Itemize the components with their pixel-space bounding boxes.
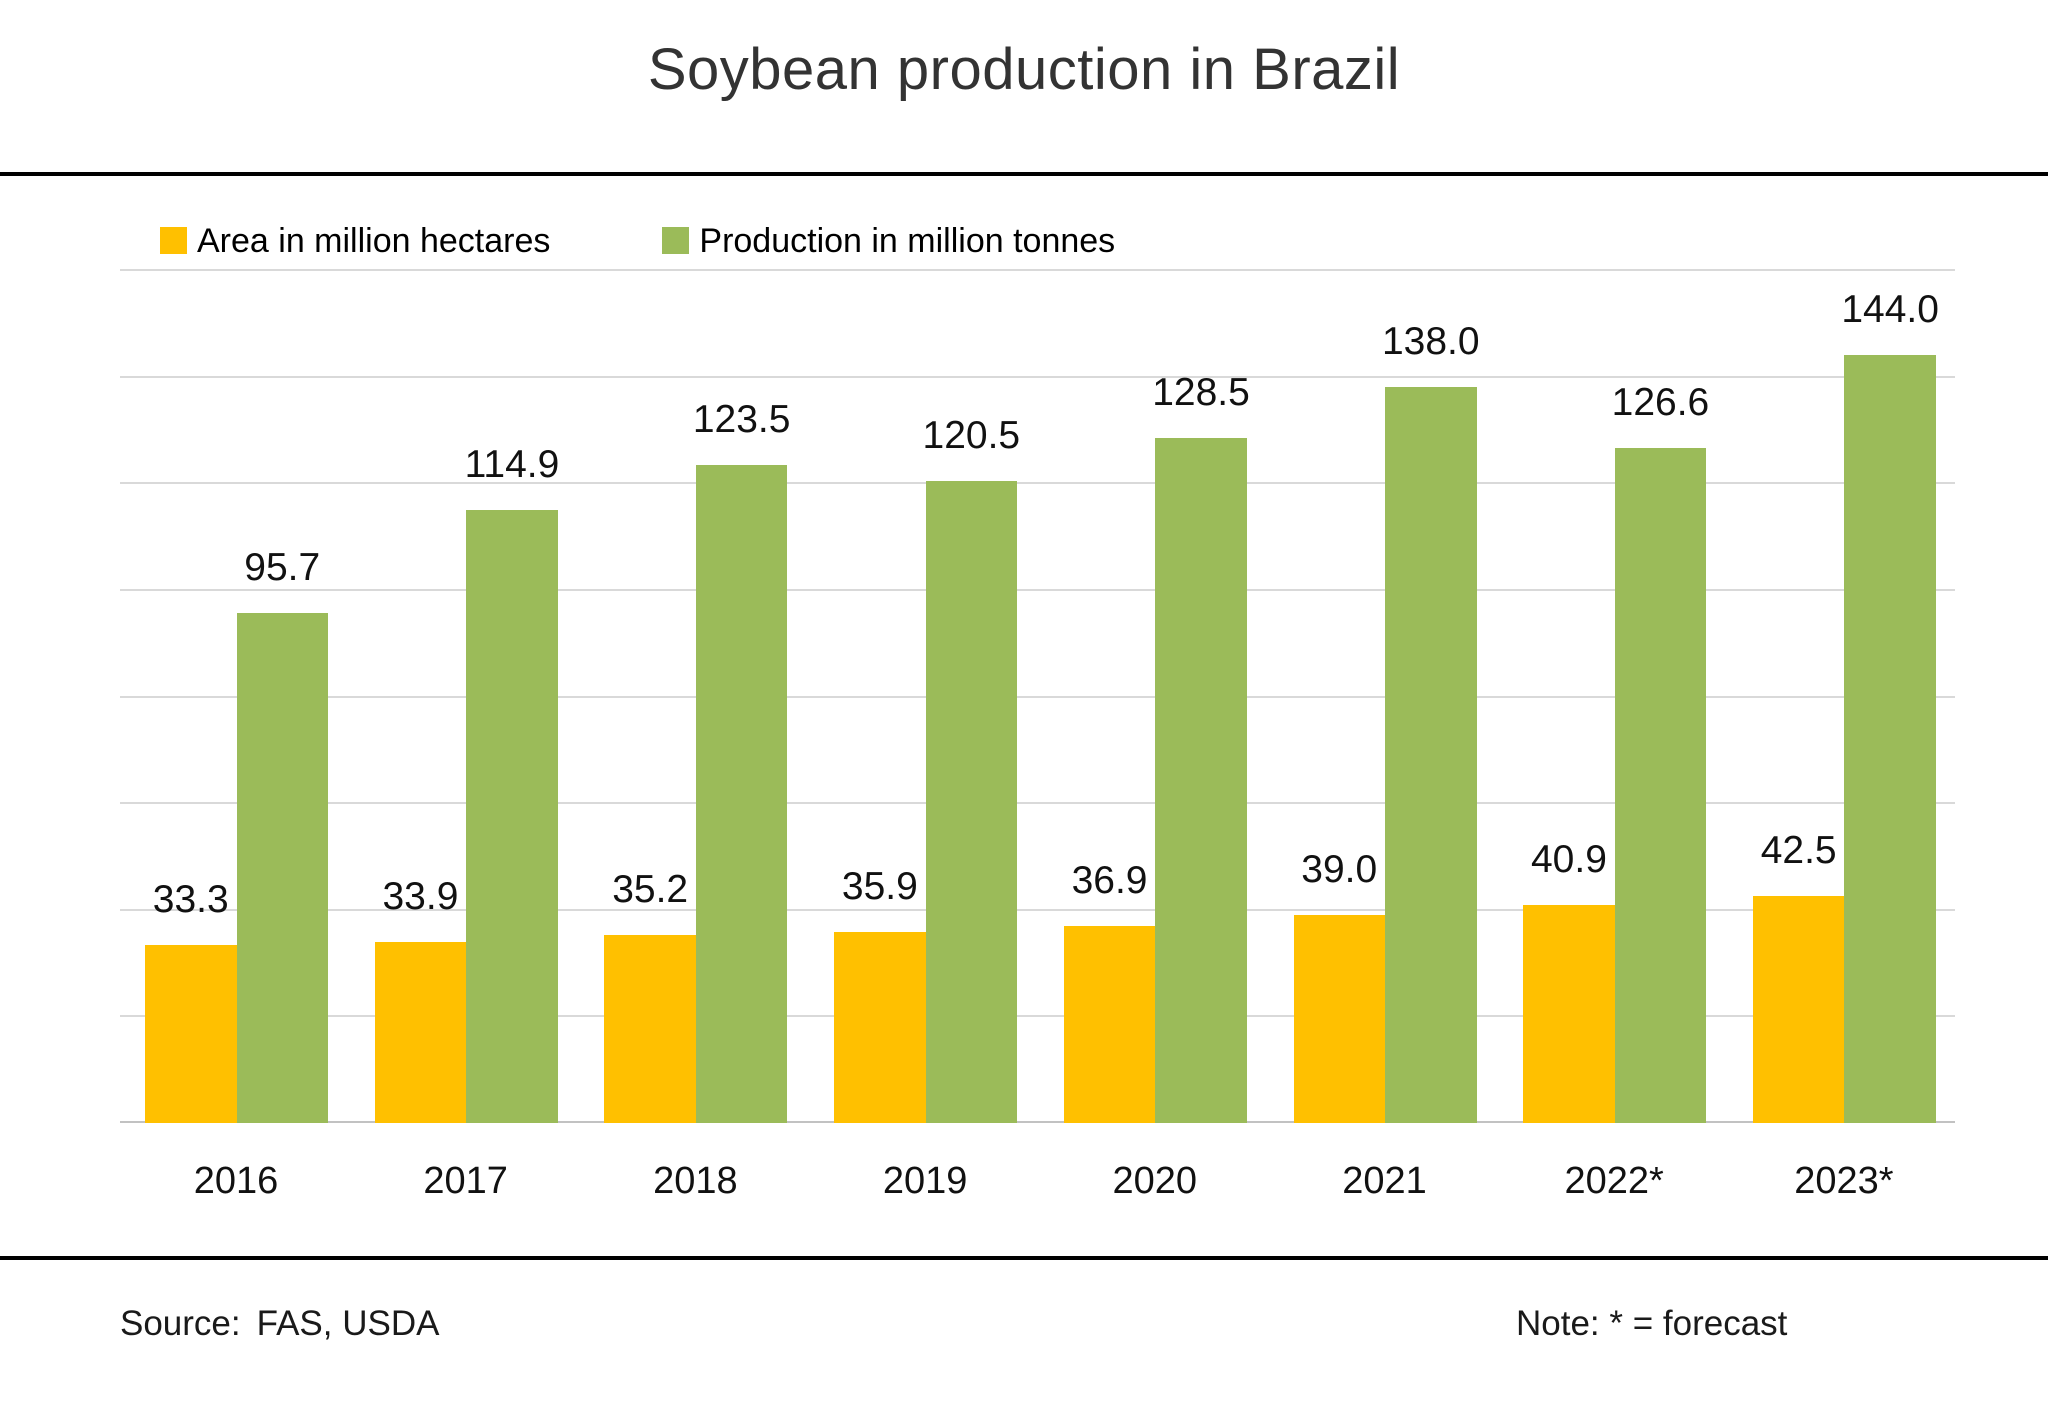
x-axis-label-2021: 2021 [1342, 1160, 1427, 1202]
plot-area: 33.3 95.7 33.9 114.9 35.2 123.5 35.9 120.5 36.9 1… [120, 269, 1955, 1123]
bar-production-2021 [1385, 387, 1477, 1123]
value-label-area-2019: 35.9 [841, 864, 918, 908]
legend-swatch-production-icon [662, 226, 690, 254]
value-label-area-2021: 39.0 [1301, 848, 1378, 892]
chart-title: Soybean production in Brazil [647, 37, 1401, 102]
source-value: FAS, USDA [256, 1304, 440, 1343]
source-text: Source: FAS, USDA [120, 1304, 439, 1344]
gridline-80 [120, 695, 1955, 698]
legend: Area in million hectares Production in m… [160, 222, 1115, 258]
bar-area-2020 [1063, 926, 1156, 1123]
value-label-production-2020: 128.5 [1152, 370, 1250, 414]
source-label: Source: [120, 1304, 241, 1343]
bottom-divider-line [0, 1256, 2048, 1260]
gridline-40 [120, 908, 1955, 911]
value-label-area-2020: 36.9 [1071, 859, 1148, 903]
value-label-area-2023: 42.5 [1760, 829, 1837, 873]
bar-production-2016 [236, 612, 328, 1123]
bar-area-2021 [1293, 915, 1385, 1123]
bar-area-2017 [374, 942, 467, 1123]
bar-production-2022 [1614, 448, 1707, 1123]
x-axis-baseline [120, 1121, 1955, 1123]
gridline-20 [120, 1015, 1955, 1018]
bar-production-2023 [1844, 355, 1936, 1123]
legend-swatch-area-icon [160, 226, 187, 254]
bar-production-2018 [695, 464, 788, 1123]
bar-area-2023 [1752, 896, 1845, 1123]
gridline-60 [120, 802, 1955, 805]
gridline-160 [120, 269, 1955, 271]
bar-area-2018 [604, 935, 696, 1123]
bar-area-2016 [145, 945, 237, 1123]
x-axis-label-2022: 2022* [1564, 1160, 1664, 1202]
note-text: Note: * = forecast [1516, 1304, 1788, 1343]
value-label-production-2016: 95.7 [244, 545, 321, 589]
value-label-area-2018: 35.2 [612, 868, 689, 912]
x-axis-label-2018: 2018 [653, 1160, 738, 1202]
value-label-area-2022: 40.9 [1530, 837, 1607, 881]
gridline-120 [120, 482, 1955, 485]
value-label-production-2021: 138.0 [1381, 320, 1480, 364]
value-label-area-2016: 33.3 [152, 878, 229, 922]
bar-production-2020 [1155, 437, 1247, 1123]
x-axis-label-2017: 2017 [423, 1160, 508, 1202]
x-axis-label-2016: 2016 [193, 1160, 279, 1202]
value-label-production-2017: 114.9 [464, 443, 560, 487]
bar-area-2019 [834, 931, 926, 1123]
value-label-area-2017: 33.9 [382, 875, 459, 919]
x-axis-label-2020: 2020 [1112, 1160, 1198, 1202]
value-label-production-2018: 123.5 [692, 397, 791, 441]
x-axis-label-2023: 2023* [1794, 1160, 1894, 1202]
top-divider-line [0, 172, 2048, 176]
bar-production-2017 [466, 510, 558, 1123]
value-label-production-2019: 120.5 [922, 413, 1021, 457]
legend-item-area: Area in million hectares [160, 222, 550, 258]
x-axis-label-2019: 2019 [882, 1160, 968, 1202]
bar-production-2019 [925, 480, 1018, 1123]
gridline-100 [120, 588, 1955, 591]
value-label-production-2023: 144.0 [1841, 288, 1939, 332]
legend-item-production: Production in million tonnes [662, 222, 1115, 258]
bar-area-2022 [1523, 904, 1615, 1123]
gridline-140 [120, 375, 1955, 378]
value-label-production-2022: 126.6 [1611, 381, 1710, 425]
legend-label-area: Area in million hectares [197, 222, 551, 260]
legend-label-production: Production in million tonnes [699, 222, 1116, 260]
